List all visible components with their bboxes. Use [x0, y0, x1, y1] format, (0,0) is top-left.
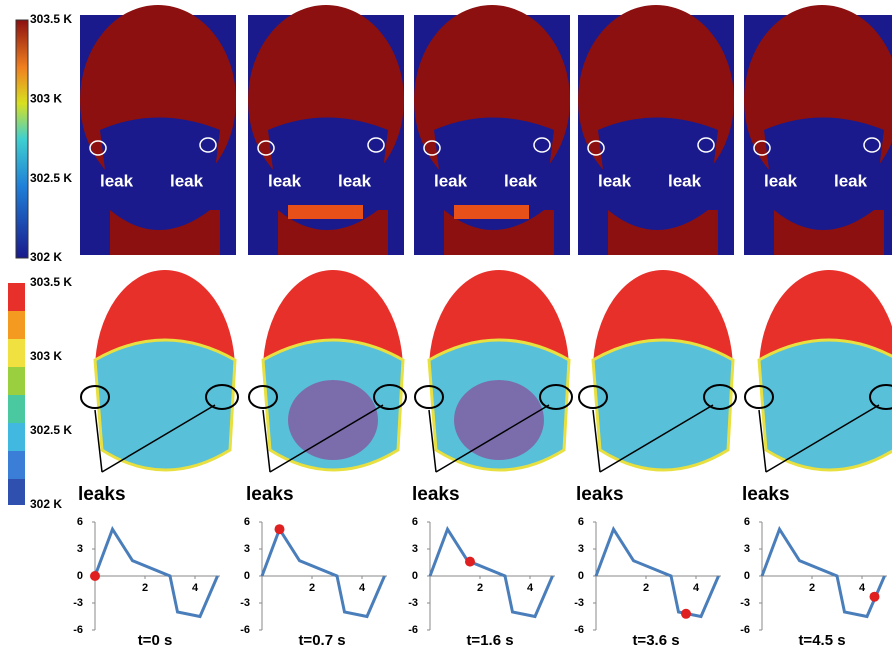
model-image: leaks [576, 270, 736, 505]
colorbar-label: 303 K [30, 92, 62, 106]
colorbar-label: 302.5 K [30, 423, 72, 437]
x-label: t=4.5 s [798, 632, 845, 649]
leaks-label: leaks [742, 484, 790, 505]
y-tick-label: 0 [77, 570, 83, 582]
y-tick-label: -3 [574, 597, 584, 609]
colorbar-label: 302.5 K [30, 171, 72, 185]
model-image: leaks [78, 270, 238, 505]
leak-label: leak [504, 171, 538, 190]
y-tick-label: -3 [740, 597, 750, 609]
y-tick-label: -6 [73, 624, 83, 636]
time-marker [465, 557, 475, 567]
leak-label: leak [268, 171, 302, 190]
x-tick-label: 4 [192, 582, 199, 594]
y-tick-label: 0 [412, 570, 418, 582]
leaks-label: leaks [78, 484, 126, 505]
leak-label: leak [834, 171, 868, 190]
line [430, 529, 553, 616]
colorbar-label: 302 K [30, 250, 62, 264]
x-tick-label: 4 [859, 582, 866, 594]
colorbar-label: 302 K [30, 497, 62, 511]
x-tick-label: 2 [309, 582, 315, 594]
x-label: t=1.6 s [466, 632, 513, 649]
thermal-image: leak leak [414, 5, 570, 255]
x-tick-label: 2 [142, 582, 148, 594]
time-marker [90, 571, 100, 581]
thermal-image: leak leak [248, 5, 404, 255]
y-tick-label: -6 [240, 624, 250, 636]
y-tick-label: 3 [578, 543, 584, 555]
y-tick-label: 3 [244, 543, 250, 555]
breath-zone [288, 380, 378, 460]
model-image: leaks [246, 270, 406, 505]
line [596, 529, 719, 616]
y-tick-label: -3 [240, 597, 250, 609]
y-tick-label: 6 [744, 516, 750, 528]
leak-label: leak [170, 171, 204, 190]
leak-label: leak [338, 171, 372, 190]
model-image: leaks [412, 270, 572, 505]
y-tick-label: 6 [412, 516, 418, 528]
y-tick-label: 0 [744, 570, 750, 582]
y-tick-label: -6 [408, 624, 418, 636]
colorbar-label: 303.5 K [30, 275, 72, 289]
y-tick-label: 0 [578, 570, 584, 582]
leaks-label: leaks [576, 484, 624, 505]
figure: 303.5 K 303 K 302.5 K 302 K 303.5 K 303 K 302.… [0, 0, 892, 652]
colorbar-label: 303 K [30, 349, 62, 363]
y-tick-label: -6 [740, 624, 750, 636]
time-marker [681, 609, 691, 619]
thermal-image: leak leak [80, 5, 236, 255]
breath-spot [454, 205, 529, 219]
x-label: t=0 s [138, 632, 173, 649]
y-tick-label: -3 [408, 597, 418, 609]
x-tick-label: 2 [477, 582, 483, 594]
y-tick-label: 3 [412, 543, 418, 555]
model-colorbar [8, 283, 25, 505]
y-tick-label: -3 [73, 597, 83, 609]
x-tick-label: 2 [643, 582, 649, 594]
line [95, 529, 218, 616]
y-tick-label: 3 [77, 543, 83, 555]
y-tick-label: -6 [574, 624, 584, 636]
x-tick-label: 2 [809, 582, 815, 594]
x-tick-label: 4 [693, 582, 700, 594]
model-image: leaks [742, 270, 892, 505]
leak-label: leak [434, 171, 468, 190]
line [262, 529, 385, 616]
breath-spot [288, 205, 363, 219]
leak-label: leak [598, 171, 632, 190]
y-tick-label: 0 [244, 570, 250, 582]
thermal-image: leak leak [578, 5, 734, 255]
y-tick-label: 3 [744, 543, 750, 555]
mask [759, 340, 892, 470]
leaks-label: leaks [246, 484, 294, 505]
leak-label: leak [100, 171, 134, 190]
y-tick-label: 6 [244, 516, 250, 528]
breath-zone [454, 380, 544, 460]
y-tick-label: 6 [77, 516, 83, 528]
x-tick-label: 4 [359, 582, 366, 594]
thermal-colorbar [16, 20, 28, 258]
leaks-label: leaks [412, 484, 460, 505]
colorbar-label: 303.5 K [30, 12, 72, 26]
time-marker [275, 524, 285, 534]
leak-label: leak [668, 171, 702, 190]
x-label: t=0.7 s [298, 632, 345, 649]
leak-label: leak [764, 171, 798, 190]
line [762, 529, 885, 616]
y-tick-label: 6 [578, 516, 584, 528]
time-marker [870, 592, 880, 602]
x-tick-label: 4 [527, 582, 534, 594]
thermal-image: leak leak [744, 5, 892, 255]
x-label: t=3.6 s [632, 632, 679, 649]
